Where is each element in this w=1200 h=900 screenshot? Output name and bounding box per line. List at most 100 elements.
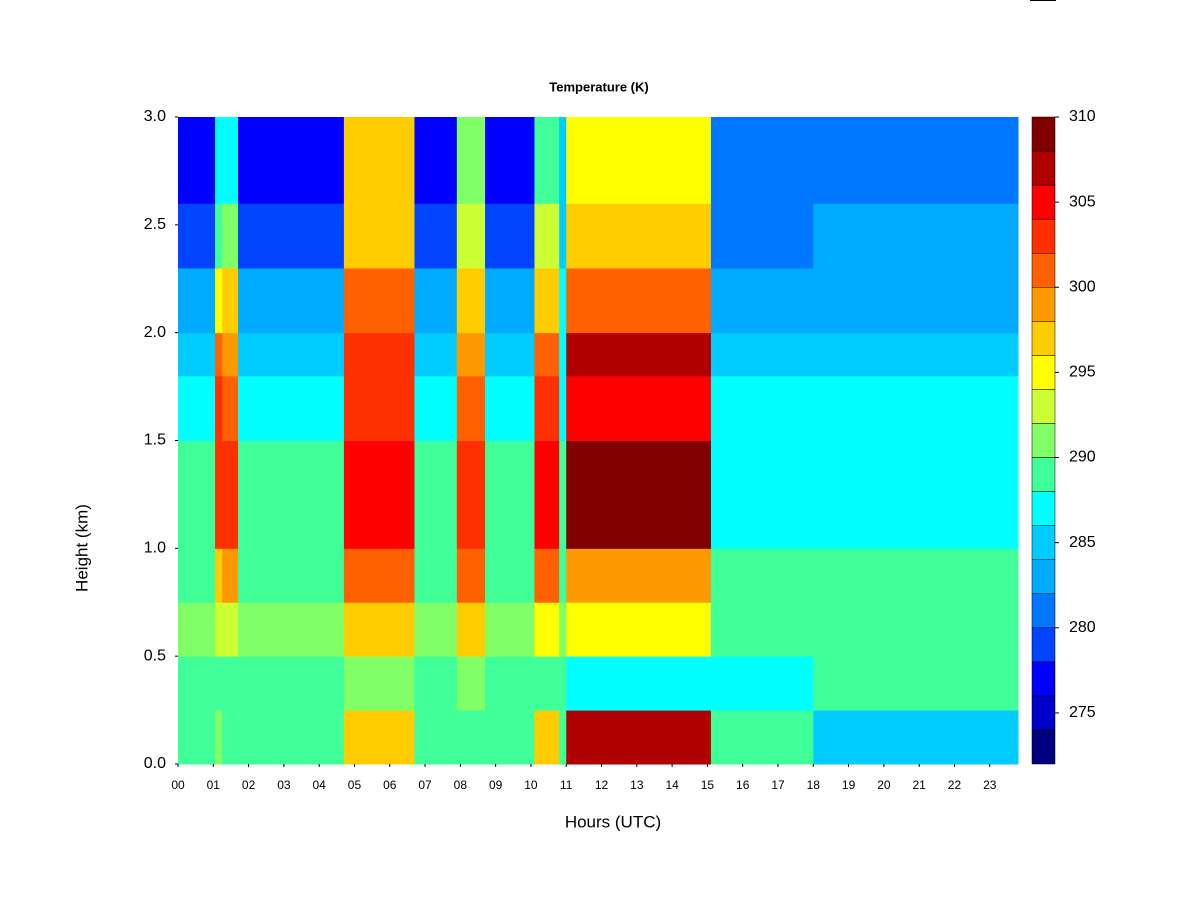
contour-cell [178, 602, 216, 657]
contour-cell [534, 602, 560, 657]
contour-cell [710, 602, 814, 657]
x-tick-label: 22 [948, 778, 962, 792]
colorbar-swatch [1031, 729, 1056, 765]
contour-cell [566, 710, 712, 765]
contour-cell [813, 375, 1019, 441]
contour-cell [222, 267, 239, 334]
contour-cell [238, 117, 345, 204]
contour-cell [178, 267, 216, 334]
contour-cell [485, 203, 535, 269]
contour-cell [566, 267, 712, 334]
colorbar-swatch [1031, 150, 1056, 186]
contour-cell [178, 440, 216, 549]
contour-cell [414, 117, 458, 204]
colorbar-tick-label: 300 [1069, 278, 1096, 295]
x-tick-label: 17 [771, 778, 785, 792]
x-tick-label: 00 [171, 778, 185, 792]
contour-cell [485, 375, 535, 441]
colorbar-swatch [1031, 218, 1056, 254]
contour-cell [710, 332, 814, 377]
contour-cell [566, 117, 712, 204]
contour-cell [238, 602, 345, 657]
x-tick-label: 08 [454, 778, 468, 792]
contour-cell [215, 710, 223, 765]
y-tick-label: 0.0 [144, 755, 166, 772]
x-tick-label: 09 [489, 778, 503, 792]
colorbar-swatch [1031, 661, 1056, 697]
contour-cell [485, 602, 535, 657]
x-tick-label: 07 [418, 778, 432, 792]
contour-cell [710, 267, 814, 334]
y-tick-label: 2.5 [144, 216, 166, 233]
y-tick-label: 0.5 [144, 647, 166, 664]
colorbar-swatch [1031, 457, 1056, 492]
contour-cell [485, 710, 535, 765]
contour-cell [238, 548, 345, 603]
colorbar-swatch [1031, 184, 1056, 220]
contour-cell [178, 117, 216, 204]
y-tick-label: 2.0 [144, 324, 166, 341]
contour-cell [222, 710, 239, 765]
contour-cell [559, 440, 567, 549]
contour-cell [485, 548, 535, 603]
colorbar-swatch [1031, 355, 1056, 390]
contour-cell [813, 656, 1019, 711]
contour-cell [222, 656, 239, 711]
contour-cell [534, 656, 560, 711]
contour-cell [414, 203, 458, 269]
x-tick-label: 15 [701, 778, 715, 792]
contour-cell [238, 440, 345, 549]
contour-cell [559, 548, 567, 603]
contour-cell [238, 710, 345, 765]
contour-cell [566, 548, 712, 603]
contour-cell [343, 440, 415, 549]
contour-cell [456, 375, 486, 441]
contour-cell [414, 332, 458, 377]
colorbar-tick-label: 290 [1069, 449, 1096, 466]
contour-cell [710, 656, 814, 711]
contour-cell [559, 203, 567, 269]
contour-cell [559, 602, 567, 657]
contour-cell [559, 332, 567, 377]
contour-cell [222, 332, 239, 377]
colorbar-tick-label: 295 [1069, 364, 1096, 381]
contour-cell [559, 375, 567, 441]
colorbar-swatch [1031, 423, 1056, 458]
contour-cell [215, 267, 223, 334]
chart-title: Temperature (K) [549, 79, 648, 94]
contour-cell [710, 548, 814, 603]
contour-cell [414, 548, 458, 603]
contour-cell [559, 710, 567, 765]
colorbar-tick-label: 275 [1069, 704, 1096, 721]
contour-cell [813, 548, 1019, 603]
contour-cell [414, 267, 458, 334]
x-tick-label: 16 [736, 778, 750, 792]
contour-cell [238, 267, 345, 334]
contour-cell [343, 267, 415, 334]
contour-cell [566, 656, 712, 711]
contour-cell [710, 203, 814, 269]
contour-cell [343, 117, 415, 204]
contour-cell [178, 710, 216, 765]
contour-cell [222, 375, 239, 441]
x-tick-label: 20 [877, 778, 891, 792]
contour-cell [238, 332, 345, 377]
contour-cell [534, 332, 560, 377]
contour-cell [566, 375, 712, 441]
x-tick-label: 10 [524, 778, 538, 792]
contour-cell [456, 332, 486, 377]
contour-cell [456, 656, 486, 711]
contour-cell [813, 602, 1019, 657]
x-tick-label: 19 [842, 778, 856, 792]
contour-cell [710, 440, 814, 549]
colorbar-swatch [1031, 252, 1056, 288]
contour-cell [238, 656, 345, 711]
contour-cell [710, 117, 814, 204]
x-tick-label: 04 [312, 778, 326, 792]
y-tick-label: 1.5 [144, 432, 166, 449]
contour-cell [222, 440, 239, 549]
colorbar-tick-label: 305 [1069, 193, 1096, 210]
contour-cell [178, 375, 216, 441]
contour-cell [343, 710, 415, 765]
